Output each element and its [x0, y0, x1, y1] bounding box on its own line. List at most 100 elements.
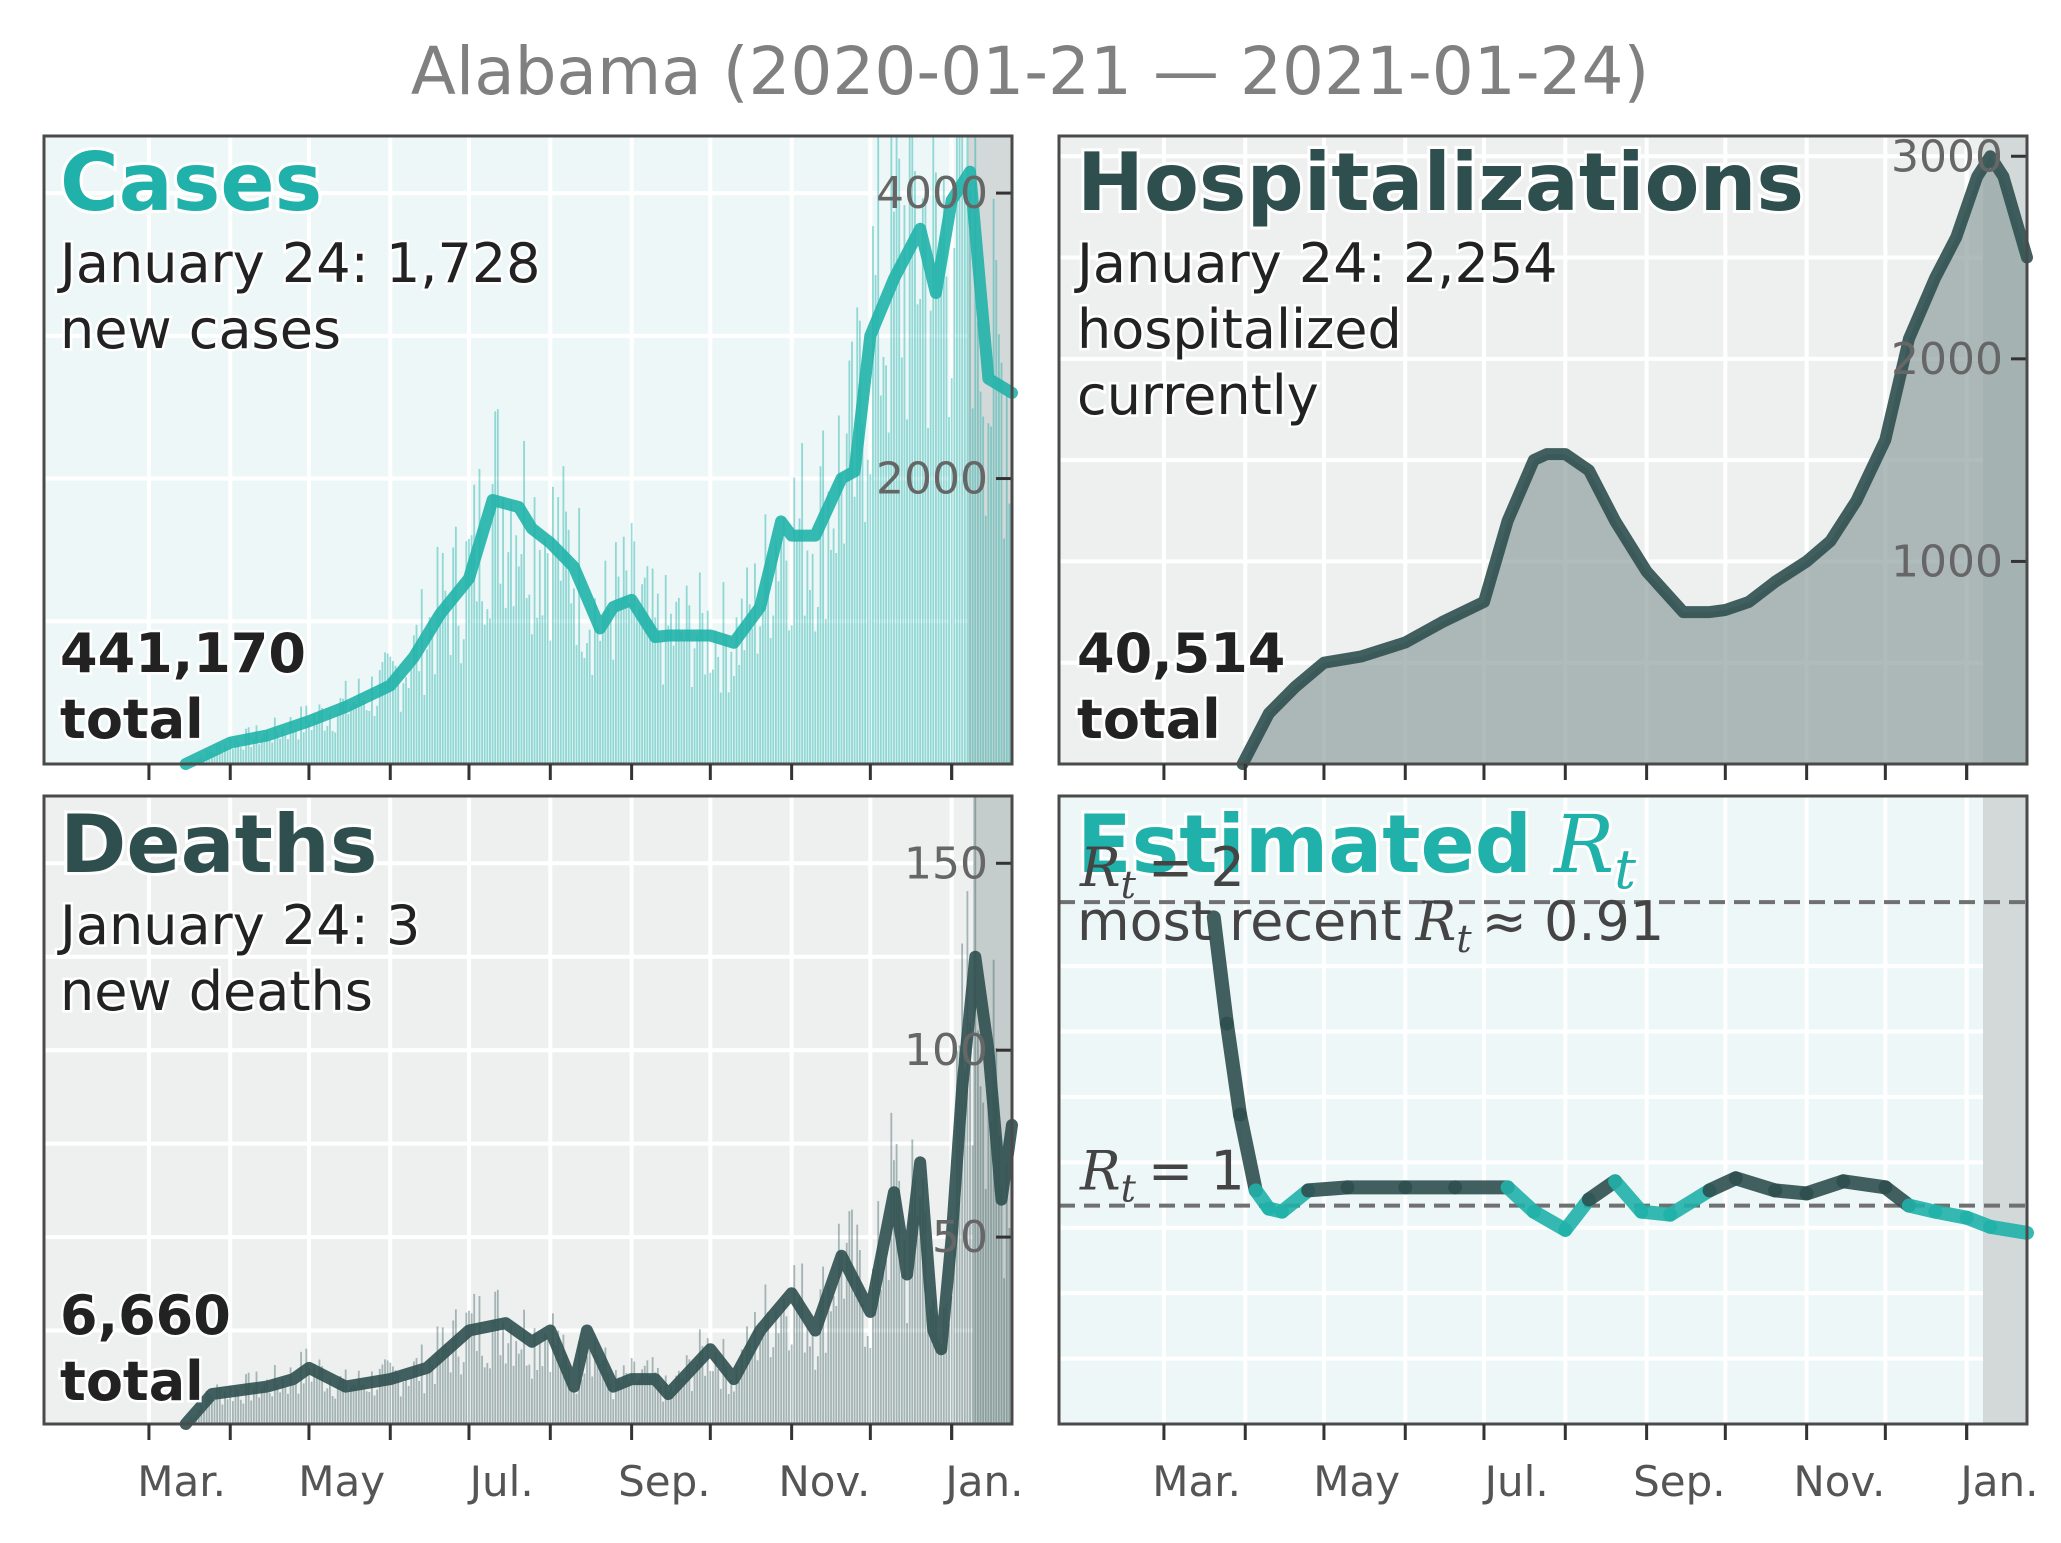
- deaths-bar: [468, 1310, 470, 1424]
- cases-bar: [898, 158, 901, 765]
- cases-bar: [874, 275, 877, 764]
- deaths-bar: [853, 1293, 856, 1424]
- cases-bar: [538, 549, 541, 764]
- cases-bar: [468, 538, 470, 764]
- deaths-bar: [247, 1372, 250, 1424]
- deaths-total-value: 6,660: [60, 1284, 231, 1347]
- cases-bar: [308, 721, 310, 764]
- cases-bar: [958, 136, 961, 764]
- deaths-bar: [363, 1384, 365, 1424]
- cases-bar: [483, 624, 486, 764]
- deaths-bar: [226, 1399, 229, 1424]
- cases-bar: [313, 713, 316, 764]
- cases-bar: [273, 717, 276, 764]
- cases-bar: [756, 653, 759, 764]
- rt-subtitle-symbol: R: [1415, 890, 1457, 953]
- deaths-bar: [428, 1359, 431, 1424]
- hospitalizations-area: [1242, 156, 2027, 765]
- deaths-bar: [927, 1316, 929, 1424]
- deaths-bar: [974, 796, 977, 1424]
- deaths-bar: [370, 1371, 373, 1424]
- deaths-bar: [462, 1362, 465, 1424]
- cases-bar: [549, 640, 552, 764]
- cases-bar: [890, 136, 893, 764]
- rt-segment: [1233, 1107, 1263, 1198]
- deaths-x-label: Jan.: [942, 1457, 1023, 1506]
- cases-bar: [861, 424, 864, 764]
- deaths-bar: [958, 1045, 961, 1424]
- deaths-bar: [260, 1389, 263, 1424]
- cases-bar: [583, 657, 586, 764]
- deaths-bar: [845, 1242, 848, 1424]
- rt-x-label: Mar.: [1152, 1457, 1241, 1506]
- deaths-bar: [572, 1390, 575, 1424]
- cases-bar: [420, 589, 423, 764]
- cases-bar: [552, 486, 554, 764]
- deaths-bar: [753, 1311, 756, 1424]
- cases-bar: [557, 497, 560, 764]
- rt-ref2-text: = 2: [1148, 836, 1245, 899]
- deaths-bar: [969, 1021, 971, 1424]
- cases-bar: [887, 432, 890, 764]
- cases-bar: [431, 631, 434, 764]
- deaths-bar: [646, 1360, 649, 1424]
- deaths-bar: [276, 1384, 279, 1424]
- deaths-bar: [580, 1379, 583, 1424]
- deaths-bar: [837, 1223, 840, 1424]
- cases-bar: [832, 528, 835, 764]
- cases-bar: [664, 575, 667, 764]
- deaths-bar: [279, 1392, 282, 1424]
- deaths-bar: [882, 1265, 885, 1424]
- deaths-y-ticks: 50 100 150: [904, 838, 1012, 1263]
- cases-bars: [187, 136, 1013, 765]
- rt-title-word: Estimated: [1077, 798, 1532, 891]
- deaths-bar: [300, 1351, 303, 1424]
- deaths-bar: [848, 1211, 851, 1424]
- rt-segment: [1836, 1174, 1893, 1195]
- deaths-bar: [921, 1178, 924, 1424]
- deaths-bar: [990, 1121, 992, 1424]
- deaths-bar: [481, 1355, 484, 1424]
- hosp-y-tick-label: 3000: [1891, 131, 2003, 182]
- cases-bar: [247, 727, 250, 764]
- cases-bar: [914, 171, 916, 764]
- deaths-bar: [940, 1345, 943, 1424]
- cases-bar: [696, 636, 699, 764]
- cases-bar: [777, 581, 780, 764]
- deaths-bar: [447, 1349, 449, 1424]
- deaths-bar: [893, 1160, 895, 1424]
- hospitalizations-x-ticks: [1162, 764, 1969, 780]
- deaths-bar: [478, 1296, 481, 1424]
- deaths-bar: [268, 1392, 271, 1424]
- deaths-bar: [966, 891, 969, 1424]
- deaths-bar: [858, 1250, 861, 1424]
- cases-bar: [803, 615, 806, 764]
- rt-segment: [1206, 910, 1234, 1031]
- cases-bar: [339, 698, 342, 764]
- deaths-bar: [976, 1030, 979, 1424]
- cases-bar: [667, 625, 670, 764]
- deaths-bar: [499, 1355, 502, 1424]
- cases-bar: [360, 700, 363, 764]
- deaths-bar: [418, 1380, 421, 1424]
- cases-bar: [725, 635, 727, 764]
- deaths-bar: [738, 1381, 741, 1424]
- cases-bar: [995, 260, 998, 764]
- deaths-bar: [677, 1370, 680, 1424]
- deaths-bar: [583, 1373, 586, 1424]
- hospitalizations-y-ticks: 1000 2000 3000: [1891, 131, 2027, 587]
- cases-bar: [407, 688, 410, 764]
- cases-bar: [617, 576, 620, 764]
- cases-bar: [342, 698, 344, 764]
- cases-bar: [300, 706, 303, 764]
- cases-bar: [646, 566, 649, 764]
- deaths-bar: [617, 1377, 620, 1424]
- deaths-bar: [914, 1179, 916, 1424]
- deaths-bar: [712, 1371, 714, 1424]
- deaths-bar: [819, 1289, 822, 1424]
- deaths-bar: [489, 1368, 491, 1424]
- cases-bar: [691, 687, 693, 764]
- cases-bar: [906, 419, 908, 764]
- deaths-bar: [961, 943, 964, 1424]
